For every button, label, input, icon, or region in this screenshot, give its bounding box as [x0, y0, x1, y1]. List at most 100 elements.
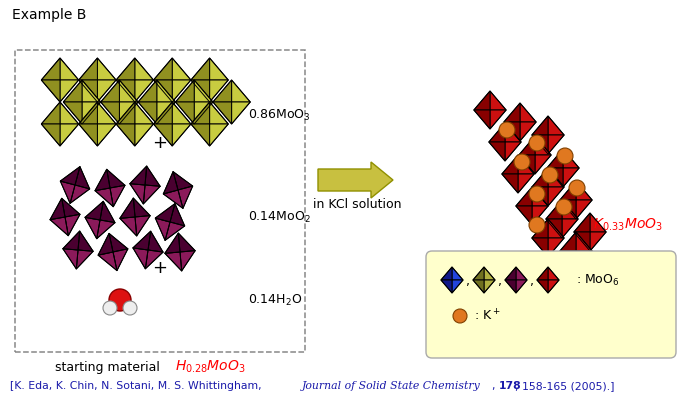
Polygon shape — [146, 250, 163, 269]
Polygon shape — [560, 181, 576, 200]
Polygon shape — [61, 167, 80, 185]
Circle shape — [542, 167, 558, 183]
Polygon shape — [97, 102, 116, 124]
Polygon shape — [172, 58, 191, 80]
Polygon shape — [63, 249, 78, 269]
Polygon shape — [537, 280, 548, 293]
Polygon shape — [532, 116, 548, 135]
Polygon shape — [519, 155, 535, 174]
Polygon shape — [82, 80, 101, 102]
Polygon shape — [574, 213, 590, 232]
Polygon shape — [232, 80, 250, 102]
Polygon shape — [232, 102, 250, 124]
Polygon shape — [63, 231, 80, 250]
Polygon shape — [97, 220, 115, 239]
Text: 178: 178 — [499, 381, 522, 391]
Polygon shape — [63, 102, 82, 124]
Polygon shape — [133, 231, 151, 250]
Polygon shape — [548, 219, 564, 238]
Polygon shape — [165, 252, 182, 271]
Text: ,: , — [530, 276, 534, 288]
Polygon shape — [120, 217, 137, 236]
Polygon shape — [194, 102, 213, 124]
Polygon shape — [154, 58, 172, 80]
Polygon shape — [562, 200, 578, 219]
Circle shape — [529, 217, 545, 233]
Polygon shape — [70, 185, 90, 203]
Polygon shape — [474, 110, 490, 129]
Polygon shape — [209, 124, 228, 146]
Polygon shape — [135, 102, 154, 124]
Polygon shape — [489, 142, 505, 161]
Polygon shape — [165, 233, 180, 253]
Circle shape — [123, 301, 137, 315]
Circle shape — [453, 309, 467, 323]
Text: ,: , — [466, 276, 470, 288]
Polygon shape — [97, 80, 116, 102]
Polygon shape — [65, 214, 80, 236]
Polygon shape — [120, 102, 138, 124]
Polygon shape — [173, 172, 192, 190]
Polygon shape — [194, 80, 213, 102]
Polygon shape — [548, 168, 564, 187]
Polygon shape — [548, 267, 559, 280]
Polygon shape — [560, 200, 576, 219]
Polygon shape — [63, 80, 82, 102]
Circle shape — [529, 186, 545, 202]
Text: +: + — [152, 259, 167, 277]
Polygon shape — [191, 80, 209, 102]
Polygon shape — [175, 102, 194, 124]
Polygon shape — [172, 102, 191, 124]
Polygon shape — [441, 267, 452, 280]
Circle shape — [109, 289, 131, 311]
Text: : MoO$_6$: : MoO$_6$ — [576, 272, 619, 288]
Polygon shape — [209, 80, 228, 102]
Text: : K$^+$: : K$^+$ — [474, 308, 500, 324]
Polygon shape — [157, 102, 175, 124]
Polygon shape — [120, 80, 138, 102]
Polygon shape — [546, 200, 562, 219]
Polygon shape — [138, 80, 157, 102]
Polygon shape — [50, 198, 65, 220]
Polygon shape — [170, 204, 185, 226]
Polygon shape — [62, 198, 80, 217]
Polygon shape — [516, 267, 527, 280]
Polygon shape — [191, 58, 209, 80]
Polygon shape — [535, 155, 551, 174]
Polygon shape — [135, 124, 154, 146]
Polygon shape — [178, 233, 195, 252]
Polygon shape — [78, 231, 93, 251]
Polygon shape — [532, 238, 548, 257]
Polygon shape — [41, 102, 60, 124]
Text: product: product — [516, 260, 564, 274]
Polygon shape — [116, 58, 135, 80]
Polygon shape — [175, 80, 194, 102]
Polygon shape — [98, 252, 117, 270]
Polygon shape — [546, 219, 562, 238]
Circle shape — [514, 154, 530, 170]
Polygon shape — [178, 186, 192, 208]
Polygon shape — [60, 80, 79, 102]
Polygon shape — [95, 169, 110, 191]
Polygon shape — [155, 204, 175, 222]
Polygon shape — [60, 124, 79, 146]
Polygon shape — [520, 103, 536, 122]
Polygon shape — [163, 190, 183, 208]
Polygon shape — [85, 217, 100, 239]
Polygon shape — [518, 155, 534, 174]
Polygon shape — [505, 142, 521, 161]
Polygon shape — [76, 250, 93, 269]
Polygon shape — [484, 280, 495, 293]
Polygon shape — [516, 206, 532, 225]
Polygon shape — [61, 181, 75, 203]
Text: Example B: Example B — [12, 8, 86, 22]
Text: [K. Eda, K. Chin, N. Sotani, M. S. Whittingham,: [K. Eda, K. Chin, N. Sotani, M. S. Whitt… — [10, 381, 265, 391]
Polygon shape — [209, 58, 228, 80]
Polygon shape — [452, 280, 463, 293]
Polygon shape — [41, 124, 60, 146]
Polygon shape — [590, 232, 606, 251]
Polygon shape — [101, 80, 120, 102]
Polygon shape — [452, 267, 463, 280]
Polygon shape — [474, 91, 490, 110]
Polygon shape — [79, 124, 97, 146]
